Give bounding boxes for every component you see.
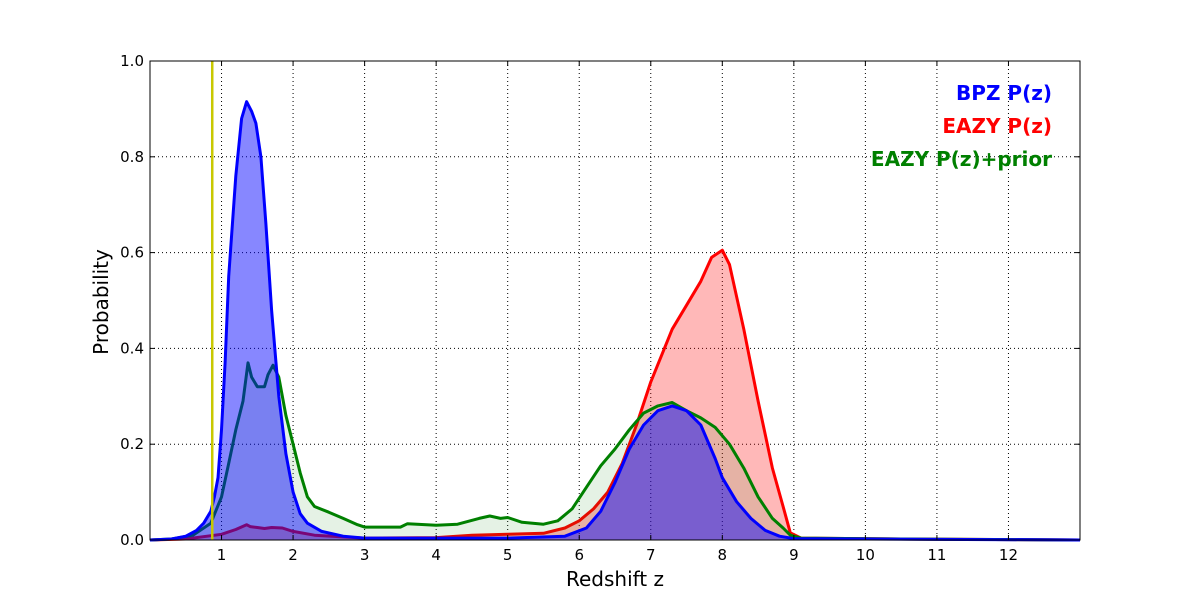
axes-frame bbox=[149, 60, 1081, 541]
series-area-2 bbox=[150, 362, 1080, 540]
y-tick-label: 1.0 bbox=[120, 52, 144, 70]
series-line-3 bbox=[149, 100, 1081, 542]
y-axis-label: Probability bbox=[89, 249, 113, 355]
y-tick-label: 0.2 bbox=[120, 435, 144, 453]
legend-entry: EAZY P(z) bbox=[942, 114, 1052, 138]
legend-entry: EAZY P(z)+prior bbox=[871, 147, 1052, 171]
y-tick-label: 0.4 bbox=[120, 339, 144, 357]
plot-frame bbox=[149, 60, 1081, 541]
series-line-2 bbox=[149, 361, 1081, 542]
legend: BPZ P(z) EAZY P(z) EAZY P(z)+prior bbox=[871, 81, 1052, 171]
x-tick-label: 6 bbox=[574, 546, 584, 564]
x-tick-label: 3 bbox=[360, 546, 370, 564]
x-tick-label: 7 bbox=[646, 546, 656, 564]
series-area-3 bbox=[150, 101, 1080, 540]
y-tick-label: 0.0 bbox=[120, 531, 144, 549]
x-tick-label: 2 bbox=[288, 546, 298, 564]
x-tick-label: 9 bbox=[789, 546, 799, 564]
x-tick-label: 12 bbox=[999, 546, 1018, 564]
series-line-1 bbox=[149, 248, 1081, 542]
y-tick-label: 0.8 bbox=[120, 148, 144, 166]
legend-entry: BPZ P(z) bbox=[956, 81, 1052, 105]
x-tick-label: 1 bbox=[217, 546, 227, 564]
x-tick-label: 8 bbox=[718, 546, 728, 564]
axis-ticks: 1 2 3 4 5 6 7 8 9 10 11 120.00.20.40.60.81.0 bbox=[120, 52, 1080, 564]
x-tick-label: 5 bbox=[503, 546, 513, 564]
x-tick-label: 4 bbox=[431, 546, 441, 564]
series-layer bbox=[149, 61, 1081, 542]
x-tick-label: 11 bbox=[927, 546, 946, 564]
x-axis-label: Redshift z bbox=[566, 567, 664, 591]
x-tick-label: 10 bbox=[856, 546, 875, 564]
y-tick-label: 0.6 bbox=[120, 244, 144, 262]
